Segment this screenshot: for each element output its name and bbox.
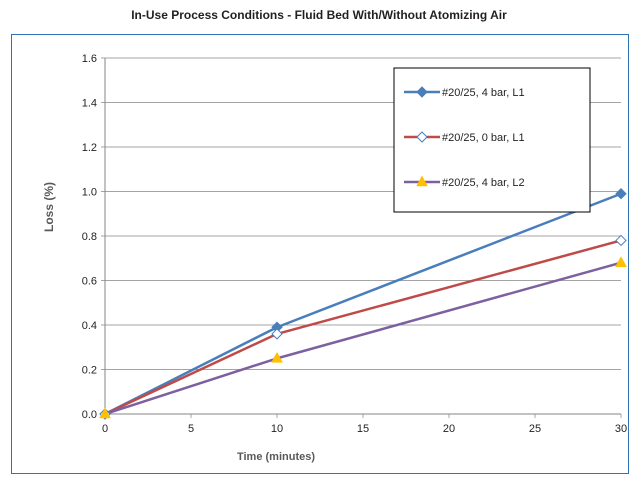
- legend-swatch-marker: [416, 175, 428, 187]
- series-lines: [104, 192, 622, 416]
- y-tick-label: 1.6: [82, 53, 97, 65]
- chart-title: In-Use Process Conditions - Fluid Bed Wi…: [131, 8, 507, 22]
- gridlines: [105, 57, 621, 370]
- x-tick-label: 30: [615, 423, 627, 435]
- y-tick-label: 0.6: [82, 276, 97, 288]
- y-tick-label: 0.2: [82, 365, 97, 377]
- legend: #20/25, 4 bar, L1 #20/25, 0 bar, L1 #20/25…: [393, 67, 591, 213]
- legend-label: #20/25, 4 bar, L2: [442, 177, 525, 189]
- y-tick-label: 1.2: [82, 142, 97, 154]
- y-tick-label: 1.0: [82, 187, 97, 199]
- x-tick-label: 20: [443, 423, 455, 435]
- x-tick-label: 5: [188, 423, 194, 435]
- line-chart: 0.00.20.40.60.81.01.21.41.60 5 10 15 20 25 30 …: [42, 53, 627, 463]
- x-tick-label: 0: [102, 423, 108, 435]
- y-tick-label: 0.4: [82, 320, 97, 332]
- data-point-series-2: [271, 328, 283, 340]
- data-point-series-1: [615, 188, 627, 200]
- data-point-series-3: [99, 407, 111, 419]
- y-axis-label: Loss (%): [42, 182, 56, 232]
- series-markers: [99, 188, 627, 420]
- x-tick-label: 15: [357, 423, 369, 435]
- data-point-series-2: [615, 234, 627, 247]
- legend-swatch-marker: [416, 86, 428, 98]
- series-line-3: [104, 261, 622, 416]
- series-line-1: [104, 192, 622, 416]
- x-tick-label: 25: [529, 423, 541, 435]
- y-tick-label: 0.0: [82, 409, 97, 421]
- legend-label: #20/25, 0 bar, L1: [442, 132, 525, 144]
- legend-label: #20/25, 4 bar, L1: [442, 87, 525, 99]
- x-tick-label: 10: [271, 423, 283, 435]
- y-tick-label: 1.4: [82, 98, 97, 110]
- data-point-series-3: [271, 351, 283, 363]
- legend-swatch-marker: [416, 131, 428, 143]
- axes: 0.0 0.2 0.4 0.6 0.8 1.0 1.2 1.4 1.6 0 5 10 15 20 25 30: [82, 53, 627, 435]
- y-tick-label: 0.8: [82, 231, 97, 243]
- chart-frame: 0.0 0.2 0.4 0.6 0.8 1.0 1.2 1.4 1.6 0 5 10 15 20 25 30 …: [11, 34, 629, 474]
- data-point-series-3: [615, 256, 627, 267]
- x-axis-label: Time (minutes): [237, 451, 315, 463]
